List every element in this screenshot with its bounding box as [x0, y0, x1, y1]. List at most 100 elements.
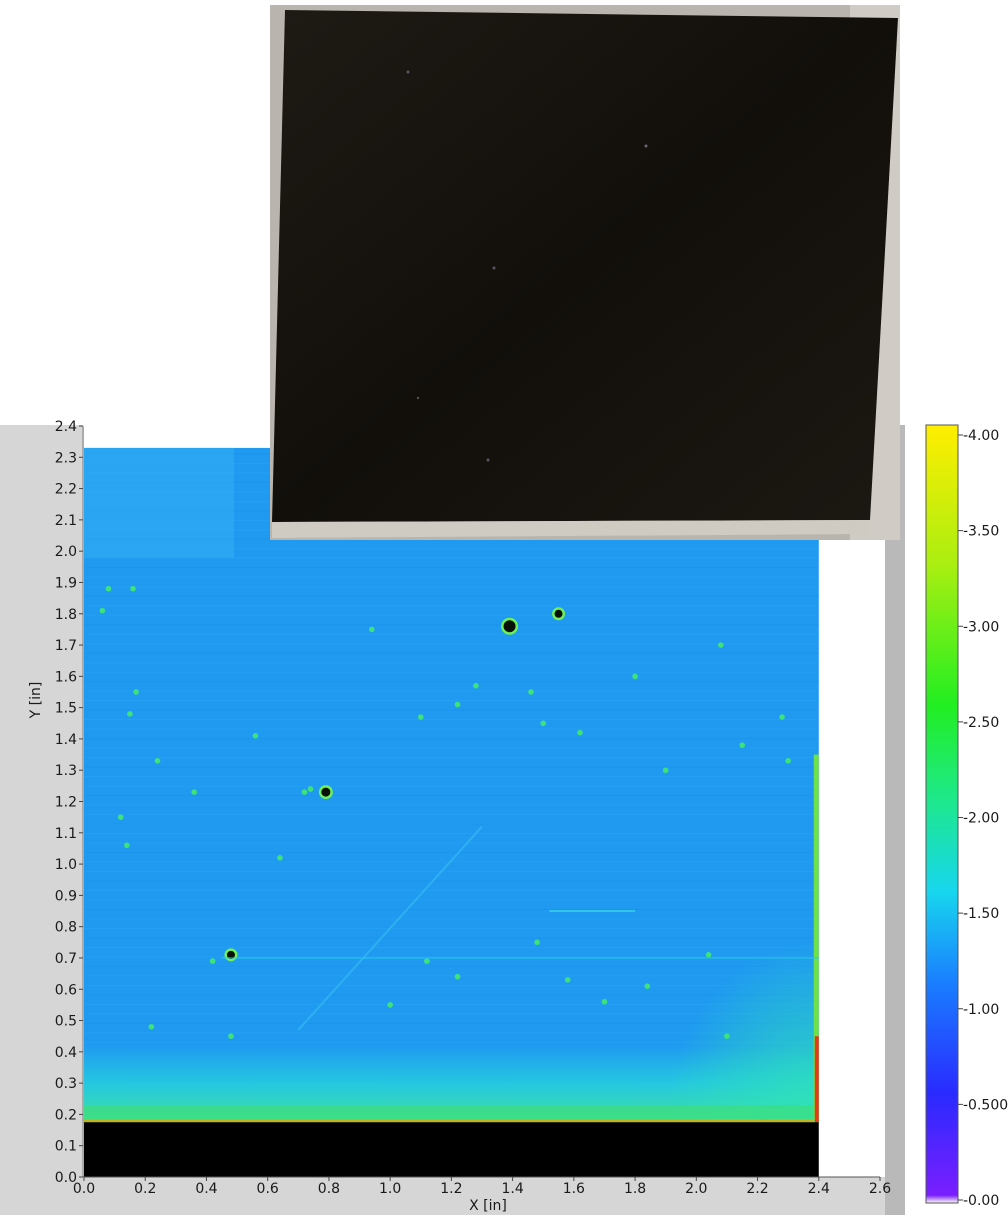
sample-sheet-edge [272, 520, 870, 538]
sample-speck [406, 70, 410, 74]
heatmap-edge-band [84, 1105, 819, 1123]
y-tick-label: 0.5 [55, 1014, 77, 1030]
y-tick-label: 1.5 [55, 701, 77, 717]
heatmap-speck [277, 855, 283, 861]
y-tick-label: 1.8 [55, 607, 77, 623]
heatmap-right-edge-hot [814, 1036, 819, 1123]
heatmap-speck [632, 673, 638, 680]
y-tick-label: 0.1 [55, 1139, 77, 1155]
y-tick-label: 2.0 [55, 544, 77, 560]
heatmap-speck [133, 689, 139, 695]
y-tick-label: 0.4 [55, 1045, 77, 1061]
colorbar-tick-label: -3.00 [963, 619, 999, 635]
heatmap-speck [191, 789, 198, 795]
heatmap-haze [84, 447, 234, 558]
y-tick-label: 2.2 [55, 482, 77, 498]
y-tick-label: 1.7 [55, 638, 77, 654]
colorbar [925, 424, 959, 1204]
x-tick-label: 0.4 [195, 1181, 217, 1197]
y-tick-label: 1.9 [55, 575, 77, 591]
heatmap-speck [473, 682, 479, 689]
sample-speck [492, 266, 496, 270]
heatmap-speck [724, 1033, 730, 1039]
heatmap-speck [301, 789, 308, 795]
heatmap-speck [705, 952, 712, 958]
heatmap-speck [209, 958, 216, 964]
heatmap-speck [424, 958, 430, 964]
colorbar-tick-label: -2.50 [963, 715, 999, 731]
heatmap-speck [718, 642, 724, 648]
heatmap-speck [601, 998, 608, 1005]
heatmap-speck [454, 973, 461, 980]
sample-sheet [272, 10, 898, 522]
sample-speck [486, 458, 490, 462]
y-tick-label: 2.3 [55, 450, 77, 466]
y-tick-label: 2.1 [55, 513, 77, 529]
colorbar-tick-label: -4.00 [963, 428, 999, 444]
heatmap-speck [534, 939, 540, 946]
heatmap-speck [785, 758, 791, 764]
x-axis-label: X [in] [469, 1198, 507, 1214]
y-tick-label: 1.3 [55, 763, 77, 779]
y-tick-label: 0.7 [55, 951, 77, 967]
heatmap-speck [252, 732, 259, 739]
heatmap-defect [503, 620, 516, 633]
y-tick-label: 0.0 [55, 1170, 77, 1186]
heatmap-speck [387, 1002, 393, 1008]
colorbar-tick-label: -1.50 [963, 906, 999, 922]
heatmap-empty-region [84, 1122, 819, 1177]
heatmap-speck [127, 711, 133, 717]
x-tick-label: 1.6 [563, 1181, 585, 1197]
heatmap-speck [528, 689, 534, 695]
x-tick-label: 2.4 [808, 1181, 830, 1197]
heatmap-speck [417, 714, 424, 720]
x-tick-label: 0.0 [73, 1181, 95, 1197]
heatmap-defect [226, 950, 235, 959]
heatmap-speck [130, 585, 136, 592]
scroll-strip [885, 425, 905, 1215]
y-tick-label: 0.2 [55, 1107, 77, 1123]
heatmap-speck [117, 814, 124, 820]
colorbar-ticks: -4.00 -3.50 -3.00 -2.50 -2.00 -1.50 -1.00 -0.50… [958, 428, 1008, 1209]
colorbar-tick-label: -0.500 [963, 1097, 1008, 1113]
x-tick-label: 0.8 [318, 1181, 340, 1197]
y-tick-label: 0.9 [55, 888, 77, 904]
y-tick-label: 2.4 [55, 419, 77, 435]
heatmap-speck [564, 977, 571, 983]
sample-photo [270, 5, 900, 540]
heatmap-defect [554, 609, 563, 618]
heatmap-corner-region [665, 942, 819, 1123]
heatmap-speck [154, 758, 161, 764]
heatmap-speck [124, 842, 130, 849]
heatmap-speck [577, 729, 583, 736]
x-tick-label: 1.4 [501, 1181, 523, 1197]
x-tick-label: 1.8 [624, 1181, 646, 1197]
x-tick-label: 2.0 [685, 1181, 707, 1197]
x-tick-label: 2.2 [746, 1181, 768, 1197]
heatmap-speck [307, 786, 314, 792]
heatmap-right-edge [813, 754, 819, 1123]
heatmap-speck [540, 720, 547, 727]
colorbar-tick-label: -2.00 [963, 811, 999, 827]
colorbar-tick-label: -0.00 [963, 1193, 999, 1209]
heatmap-speck [148, 1024, 155, 1030]
heatmap-speck [105, 585, 112, 592]
heatmap-speck [662, 767, 669, 774]
x-tick-label: 0.6 [257, 1181, 279, 1197]
heatmap-scratch [297, 825, 483, 1031]
heatmap-edge-line [84, 1119, 819, 1123]
y-tick-label: 0.8 [55, 920, 77, 936]
colorbar-tick-label: -1.00 [963, 1002, 999, 1018]
chart-axes: 0.0 0.2 0.4 0.6 0.8 1.0 1.2 1.4 1.6 1.8 2.0 2.2 2.4 2… [55, 419, 891, 1197]
colorbar-tick-label: -3.50 [963, 524, 999, 540]
y-axis-label: Y [in] [28, 682, 44, 720]
x-tick-label: 1.0 [379, 1181, 401, 1197]
x-tick-label: 1.2 [440, 1181, 462, 1197]
heatmap-speck [99, 607, 106, 614]
y-tick-label: 1.4 [55, 732, 77, 748]
heatmap-speck [368, 626, 375, 633]
y-tick-label: 1.0 [55, 857, 77, 873]
heatmap-speck [644, 983, 651, 989]
heatmap-speck [454, 701, 461, 708]
